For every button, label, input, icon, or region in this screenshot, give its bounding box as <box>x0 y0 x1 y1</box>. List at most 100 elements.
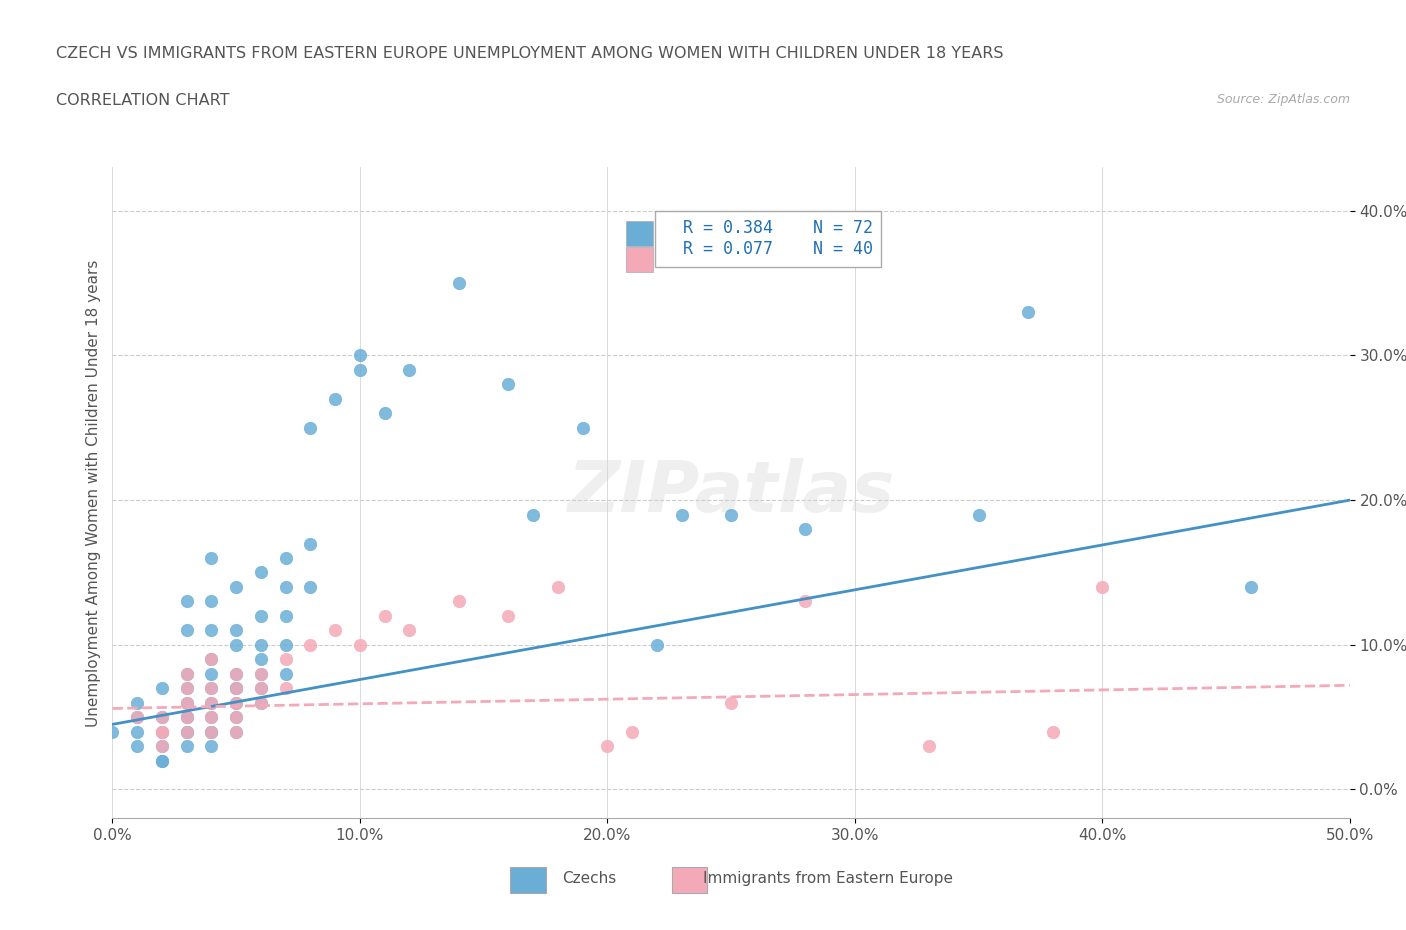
Point <box>596 738 619 753</box>
Point <box>200 738 222 753</box>
Point <box>250 652 273 667</box>
Point <box>225 681 247 696</box>
Point <box>547 579 569 594</box>
Point <box>323 623 346 638</box>
FancyBboxPatch shape <box>626 246 654 272</box>
Point <box>150 753 173 768</box>
Point <box>225 637 247 652</box>
Text: Source: ZipAtlas.com: Source: ZipAtlas.com <box>1216 93 1350 106</box>
Point <box>200 652 222 667</box>
Point <box>299 637 322 652</box>
Point <box>250 696 273 711</box>
Point <box>200 652 222 667</box>
Point <box>447 594 470 609</box>
Point <box>374 405 396 420</box>
Point <box>794 522 817 537</box>
Point <box>200 724 222 739</box>
Point <box>671 507 693 522</box>
Point <box>225 681 247 696</box>
Point <box>150 724 173 739</box>
Point <box>621 724 644 739</box>
Point <box>127 710 149 724</box>
Point <box>176 710 198 724</box>
Point <box>176 696 198 711</box>
Point <box>150 753 173 768</box>
Point <box>645 637 668 652</box>
Point <box>225 579 247 594</box>
Point <box>150 724 173 739</box>
Point <box>150 681 173 696</box>
Point <box>250 681 273 696</box>
Point <box>274 579 297 594</box>
Point <box>225 696 247 711</box>
Point <box>225 696 247 711</box>
Point <box>101 724 124 739</box>
Point <box>200 594 222 609</box>
Text: CORRELATION CHART: CORRELATION CHART <box>56 93 229 108</box>
Point <box>299 420 322 435</box>
Point <box>200 681 222 696</box>
Point <box>176 681 198 696</box>
Point <box>250 565 273 580</box>
Point <box>176 724 198 739</box>
Point <box>150 724 173 739</box>
Point <box>447 275 470 290</box>
Point <box>176 681 198 696</box>
Text: R = 0.384    N = 72
  R = 0.077    N = 40: R = 0.384 N = 72 R = 0.077 N = 40 <box>664 219 873 259</box>
Point <box>250 666 273 681</box>
Point <box>150 738 173 753</box>
Point <box>200 623 222 638</box>
Text: Immigrants from Eastern Europe: Immigrants from Eastern Europe <box>703 871 953 886</box>
Point <box>225 681 247 696</box>
Point <box>250 637 273 652</box>
Point <box>225 623 247 638</box>
Point <box>127 738 149 753</box>
Point <box>176 724 198 739</box>
Point <box>176 724 198 739</box>
Point <box>200 696 222 711</box>
Point <box>250 696 273 711</box>
Point <box>176 666 198 681</box>
Point <box>225 710 247 724</box>
Text: CZECH VS IMMIGRANTS FROM EASTERN EUROPE UNEMPLOYMENT AMONG WOMEN WITH CHILDREN U: CZECH VS IMMIGRANTS FROM EASTERN EUROPE … <box>56 46 1004 61</box>
Point <box>176 666 198 681</box>
Point <box>274 666 297 681</box>
Point <box>1091 579 1114 594</box>
Point <box>398 363 420 378</box>
Point <box>794 594 817 609</box>
Point <box>274 637 297 652</box>
Point <box>1240 579 1263 594</box>
Point <box>150 738 173 753</box>
Point <box>225 666 247 681</box>
Point <box>200 724 222 739</box>
Point <box>200 551 222 565</box>
Point <box>349 363 371 378</box>
Point <box>349 637 371 652</box>
Point <box>176 710 198 724</box>
Point <box>274 608 297 623</box>
Point <box>176 738 198 753</box>
Point <box>274 551 297 565</box>
Point <box>299 579 322 594</box>
Point <box>225 724 247 739</box>
Point <box>150 710 173 724</box>
Point <box>225 710 247 724</box>
Point <box>200 710 222 724</box>
Point <box>967 507 990 522</box>
Point <box>323 392 346 406</box>
Point <box>200 681 222 696</box>
Point <box>1017 305 1039 320</box>
Point <box>299 536 322 551</box>
Text: Czechs: Czechs <box>562 871 617 886</box>
Point <box>200 696 222 711</box>
Text: ZIPatlas: ZIPatlas <box>568 458 894 527</box>
Point <box>127 696 149 711</box>
Point <box>127 710 149 724</box>
Point <box>200 724 222 739</box>
Point <box>398 623 420 638</box>
Point <box>918 738 941 753</box>
Point <box>720 507 742 522</box>
Point <box>498 377 520 392</box>
FancyBboxPatch shape <box>626 220 654 246</box>
Point <box>250 666 273 681</box>
